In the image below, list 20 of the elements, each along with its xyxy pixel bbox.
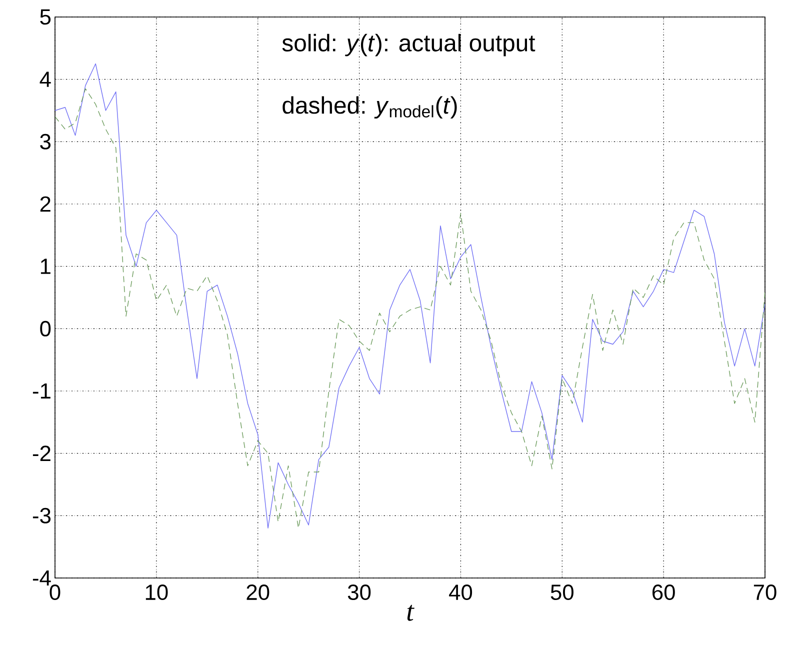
y-tick-label: 3 bbox=[40, 134, 51, 150]
x-axis-title: t bbox=[407, 604, 414, 621]
y-tick-label: 4 bbox=[40, 72, 51, 87]
annotation: solid: y(t): actual output bbox=[282, 34, 536, 56]
x-tick-label: 50 bbox=[550, 584, 574, 600]
y-tick-label: 2 bbox=[40, 196, 50, 212]
x-tick-label: 30 bbox=[348, 584, 371, 600]
y-tick-label: -3 bbox=[32, 508, 51, 524]
annotation: dashed: y$_{model}$(t) bbox=[282, 96, 457, 119]
y-tick-label: -2 bbox=[32, 446, 50, 461]
x-tick-label: 40 bbox=[449, 584, 472, 600]
y-tick-label: 5 bbox=[40, 9, 51, 25]
y-tick-label: -1 bbox=[32, 383, 50, 399]
x-tick-label: 60 bbox=[652, 584, 675, 600]
y-tick-label: 1 bbox=[40, 258, 50, 274]
x-tick-label: 10 bbox=[146, 584, 168, 600]
y-tick-label: 0 bbox=[40, 320, 51, 336]
x-tick-label: 20 bbox=[246, 584, 270, 600]
x-tick-label: 70 bbox=[754, 584, 776, 600]
y-tick-label: -4 bbox=[32, 570, 51, 586]
